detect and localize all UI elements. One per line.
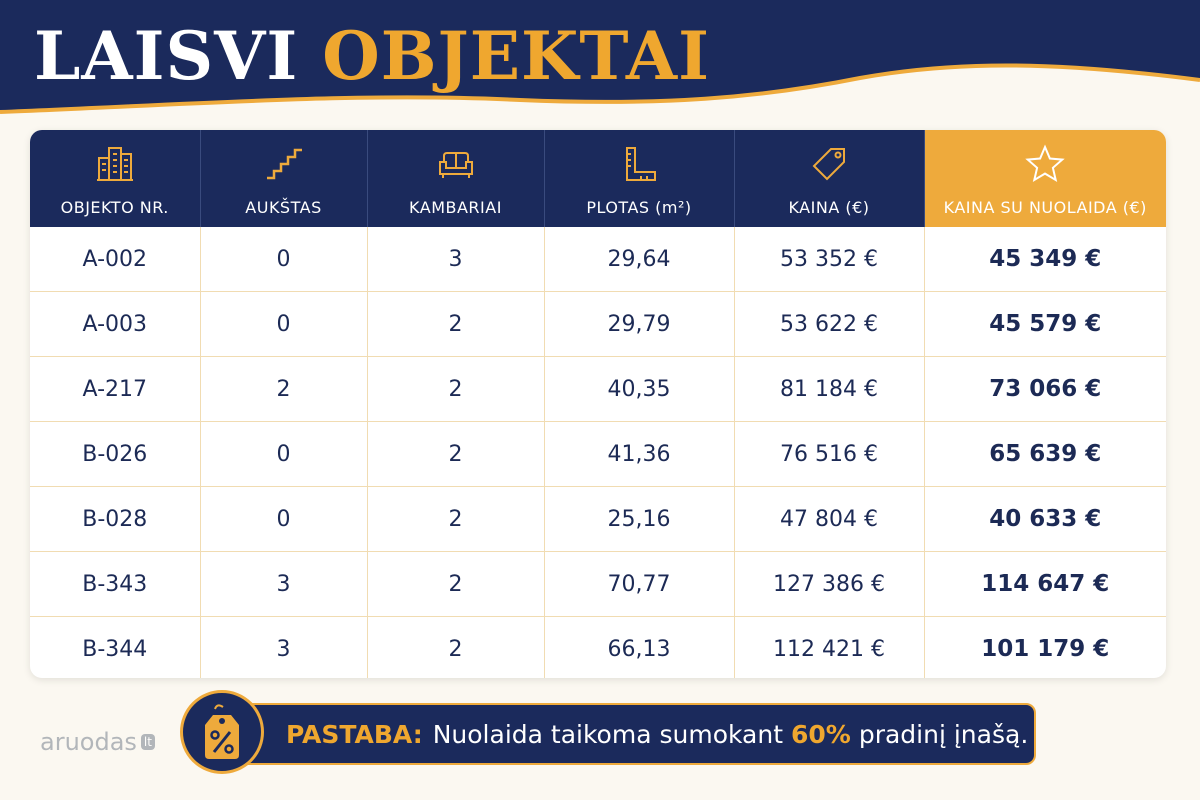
note-badge <box>180 690 264 774</box>
building-icon <box>96 147 133 181</box>
cell-area: 40,35 <box>544 356 735 422</box>
cell-rooms: 2 <box>367 421 545 487</box>
table-row: B-344 3 2 66,13 112 421 € 101 179 € <box>30 616 1166 678</box>
header-wave-background <box>0 0 1200 114</box>
column-header-area: PLOTAS (m²) <box>544 130 735 227</box>
cell-rooms: 2 <box>367 616 545 678</box>
cell-discount-price: 45 349 € <box>924 227 1166 292</box>
cell-discount-price: 101 179 € <box>981 636 1110 662</box>
cell-floor: 0 <box>200 227 368 292</box>
cell-discount-price: 40 633 € <box>924 486 1166 552</box>
cell-rooms: 2 <box>367 356 545 422</box>
watermark-text: aruodas <box>40 728 137 756</box>
cell-floor: 3 <box>200 551 368 617</box>
column-label: AUKŠTAS <box>245 198 322 217</box>
table-row: B-026 0 2 41,36 76 516 € 65 639 € <box>30 421 1166 487</box>
cell-object-nr: B-028 <box>30 486 201 552</box>
cell-object-nr: B-343 <box>30 551 201 617</box>
table-row: B-343 3 2 70,77 127 386 € 114 647 € <box>30 551 1166 617</box>
cell-rooms: 3 <box>367 227 545 292</box>
table-header-row: OBJEKTO NR. AUKŠTAS <box>30 130 1166 227</box>
cell-object-nr: B-026 <box>30 421 201 487</box>
note-highlight: 60% <box>791 719 851 749</box>
cell-price: 47 804 € <box>734 486 925 552</box>
cell-object-nr: A-217 <box>30 356 201 422</box>
cell-area: 41,36 <box>544 421 735 487</box>
note-label: PASTABA: <box>286 719 423 749</box>
ruler-icon <box>626 147 656 181</box>
cell-price: 53 622 € <box>734 291 925 357</box>
column-label: OBJEKTO NR. <box>60 198 169 217</box>
cell-discount-price: 65 639 € <box>924 421 1166 487</box>
note-bar: PASTABA: Nuolaida taikoma sumokant 60% p… <box>238 703 1036 765</box>
column-header-discount-price: KAINA SU NUOLAIDA (€) <box>924 130 1166 227</box>
column-label: KAINA SU NUOLAIDA (€) <box>943 198 1147 217</box>
page-title: LAISVI OBJEKTAI <box>34 12 710 100</box>
cell-object-nr: A-002 <box>30 227 201 292</box>
cell-area: 25,16 <box>544 486 735 552</box>
column-header-price: KAINA (€) <box>734 130 925 227</box>
cell-discount-price: 73 066 € <box>924 356 1166 422</box>
stairs-icon <box>266 148 302 180</box>
percent-tag-icon <box>205 704 239 759</box>
cell-floor: 0 <box>200 291 368 357</box>
column-label: KAMBARIAI <box>409 198 502 217</box>
cell-price: 81 184 € <box>734 356 925 422</box>
objects-table-card: OBJEKTO NR. AUKŠTAS <box>30 130 1166 678</box>
table-row: B-028 0 2 25,16 47 804 € 40 633 € <box>30 486 1166 552</box>
column-label: PLOTAS (m²) <box>586 198 692 217</box>
cell-area: 29,79 <box>544 291 735 357</box>
cell-rooms: 2 <box>367 486 545 552</box>
note-text-before: Nuolaida taikoma sumokant <box>432 719 783 749</box>
column-header-rooms: KAMBARIAI <box>367 130 545 227</box>
cell-floor: 3 <box>200 616 368 678</box>
cell-price: 53 352 € <box>734 227 925 292</box>
cell-floor: 0 <box>200 421 368 487</box>
sofa-icon <box>438 152 473 178</box>
price-tag-icon <box>812 148 845 181</box>
cell-price: 76 516 € <box>734 421 925 487</box>
column-label: KAINA (€) <box>788 198 870 217</box>
table-row: A-003 0 2 29,79 53 622 € 45 579 € <box>30 291 1166 357</box>
cell-price: 127 386 € <box>734 551 925 617</box>
cell-discount-price: 45 579 € <box>924 291 1166 357</box>
cell-rooms: 2 <box>367 551 545 617</box>
table-row: A-217 2 2 40,35 81 184 € 73 066 € <box>30 356 1166 422</box>
cell-area: 70,77 <box>544 551 735 617</box>
column-header-floor: AUKŠTAS <box>200 130 368 227</box>
cell-area: 29,64 <box>544 227 735 292</box>
aruodas-watermark: aruodas lt <box>40 728 155 756</box>
star-icon <box>1025 144 1065 183</box>
title-part-1: LAISVI <box>34 17 299 95</box>
cell-area: 66,13 <box>544 616 735 678</box>
cell-object-nr: A-003 <box>30 291 201 357</box>
note-text-after: pradinį įnašą. <box>858 719 1029 749</box>
cell-rooms: 2 <box>367 291 545 357</box>
header-banner: LAISVI OBJEKTAI <box>0 0 1200 135</box>
title-part-2: OBJEKTAI <box>322 17 710 95</box>
cell-floor: 0 <box>200 486 368 552</box>
cell-floor: 2 <box>200 356 368 422</box>
cell-discount-price: 114 647 € <box>924 551 1166 617</box>
table-row: A-002 0 3 29,64 53 352 € 45 349 € <box>30 227 1166 292</box>
column-header-object-nr: OBJEKTO NR. <box>30 130 201 227</box>
watermark-suffix: lt <box>140 734 155 750</box>
cell-price: 112 421 € <box>734 616 925 678</box>
cell-object-nr: B-344 <box>30 616 201 678</box>
objects-table: OBJEKTO NR. AUKŠTAS <box>30 130 1166 678</box>
